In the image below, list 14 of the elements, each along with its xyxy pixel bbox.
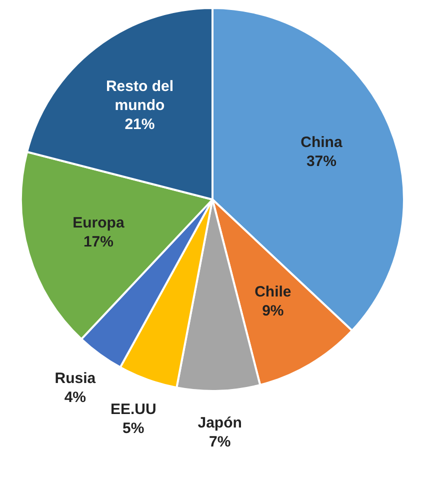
data-label: 7% [208,434,231,451]
slice-label: Europa [72,214,125,232]
slice-label: EE.UU [110,400,156,418]
data-label: 9% [262,302,284,320]
slice-label: China [300,134,343,151]
data-label: 17% [83,233,114,250]
slice-label: Rusia [54,370,96,388]
data-label: 21% [124,116,155,133]
slice-label: Japón [198,414,242,432]
data-label: 4% [64,389,86,406]
data-label: 37% [306,152,336,170]
data-label: 5% [122,420,144,437]
slice-label: Resto del mundo [106,78,174,114]
slice-label: Chile [254,283,292,300]
